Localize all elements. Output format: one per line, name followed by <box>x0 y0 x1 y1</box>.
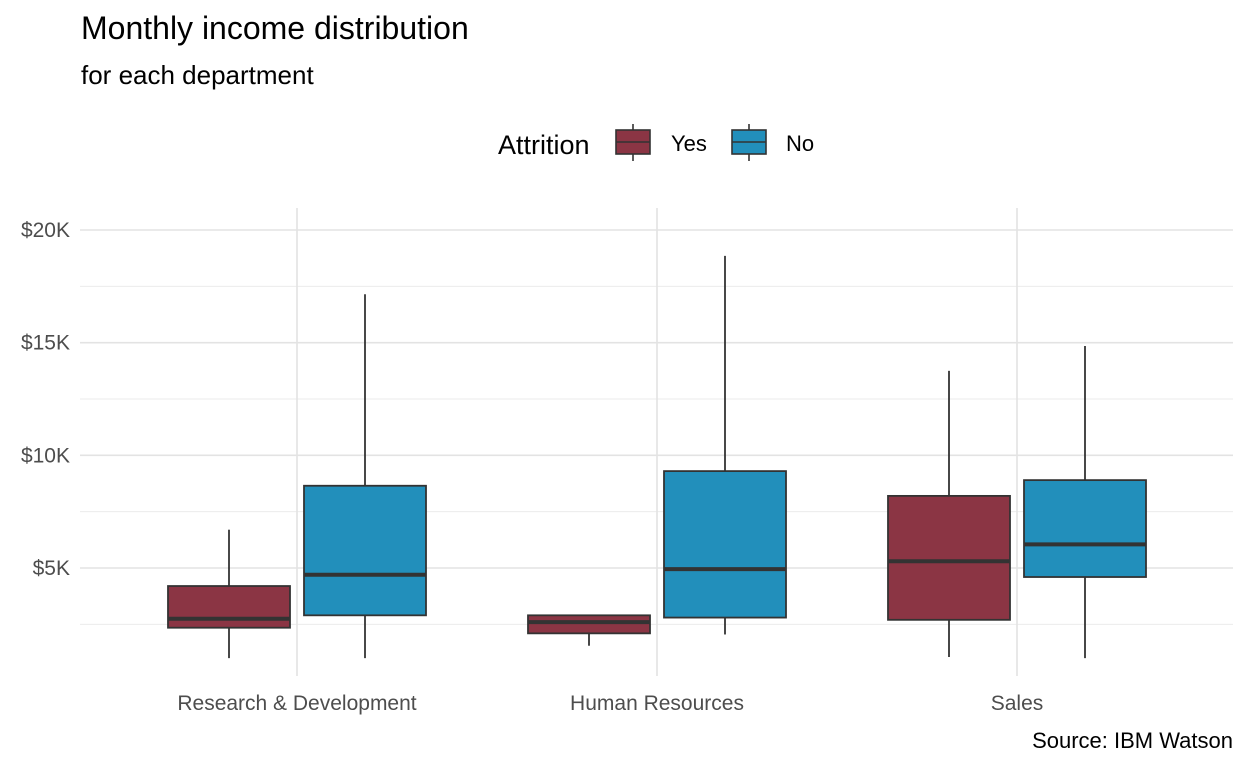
x-tick-label: Sales <box>991 692 1044 715</box>
box-no-1 <box>663 255 787 635</box>
legend: Attrition Yes No <box>498 124 814 161</box>
y-tick-label: $15K <box>21 332 70 355</box>
box-yes-2 <box>887 370 1011 658</box>
chart-title: Monthly income distribution <box>81 10 469 46</box>
legend-title: Attrition <box>498 130 590 160</box>
box-body <box>663 470 787 619</box>
legend-label: Yes <box>671 131 707 156</box>
grid-lines <box>80 208 1233 676</box>
box-no-2 <box>1023 346 1147 659</box>
box-yes-1 <box>527 614 651 646</box>
legend-key-no <box>731 124 767 161</box>
x-tick-label: Human Resources <box>570 692 744 715</box>
box-body <box>527 614 651 635</box>
legend-key-yes <box>615 124 651 161</box>
box-yes-0 <box>167 529 291 659</box>
chart-caption: Source: IBM Watson <box>1032 728 1233 753</box>
boxes <box>167 255 1147 659</box>
y-tick-label: $10K <box>21 444 70 467</box>
box-body <box>303 484 427 617</box>
box-body <box>887 494 1011 621</box>
box-body <box>1023 479 1147 578</box>
box-no-0 <box>303 294 427 659</box>
y-tick-label: $5K <box>33 557 70 580</box>
box-body <box>167 585 291 629</box>
legend-label: No <box>786 131 814 156</box>
y-tick-label: $20K <box>21 219 70 242</box>
y-axis: $20K $15K $10K $5K <box>21 219 70 580</box>
x-tick-label: Research & Development <box>177 692 416 715</box>
chart-subtitle: for each department <box>81 60 314 90</box>
x-axis: Research & Development Human Resources Sal… <box>177 692 1043 715</box>
